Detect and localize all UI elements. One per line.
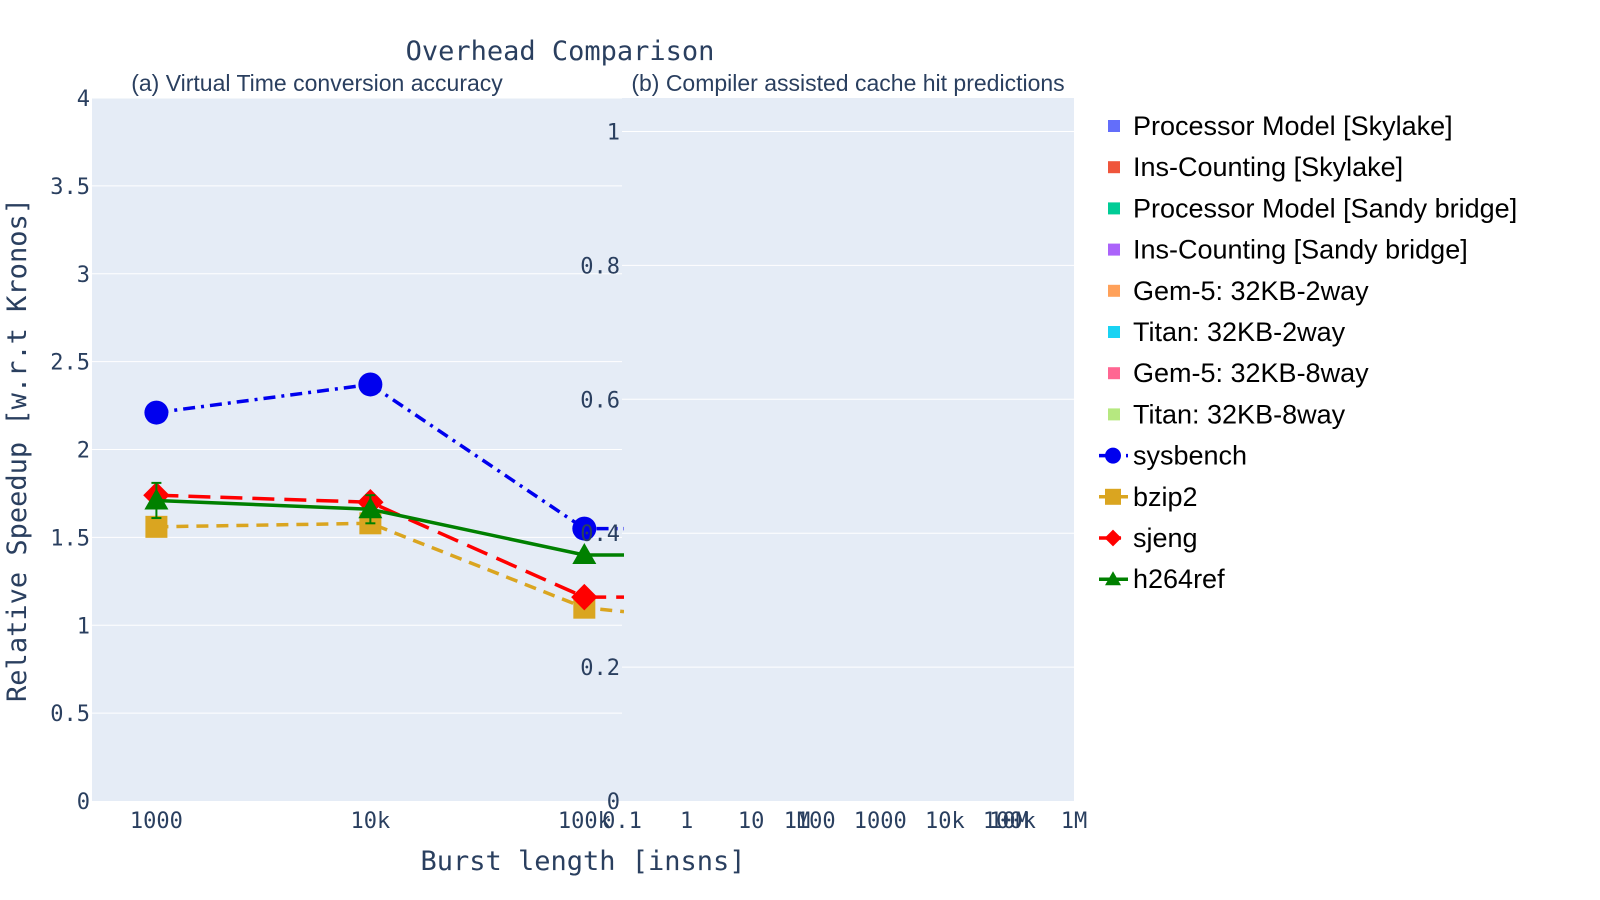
legend-marker: [1105, 571, 1121, 586]
legend-label: Gem-5: 32KB-8way: [1133, 358, 1369, 388]
legend-label: Ins-Counting [Sandy bridge]: [1133, 235, 1468, 265]
y-tick-label-a: 4: [77, 87, 90, 112]
marker-sjeng: [571, 583, 598, 611]
legend-item: Processor Model [Skylake]: [1108, 111, 1453, 141]
legend-label: sjeng: [1133, 523, 1198, 553]
y-tick-label-a: 0.5: [50, 702, 90, 727]
y-tick-label-a: 3: [77, 263, 90, 288]
grid-a: [92, 97, 622, 714]
marker-sysbench: [358, 372, 383, 397]
plot-area-b: [622, 98, 1074, 801]
legend-item: Gem-5: 32KB-2way: [1108, 276, 1369, 306]
legend-swatch: [1108, 284, 1120, 297]
legend-item: Processor Model [Sandy bridge]: [1108, 193, 1517, 223]
line-sysbench: [156, 382, 624, 531]
legend-swatch: [1108, 161, 1120, 174]
x-tick-label-b2: 1M: [784, 809, 811, 834]
legend-item: Gem-5: 32KB-8way: [1108, 358, 1369, 388]
x-tick-label-b: 1M: [1061, 809, 1088, 834]
x-tick-label-b: 1: [680, 809, 693, 834]
legend-swatch: [1108, 367, 1120, 380]
marker-h264ref: [572, 542, 597, 564]
line-sjeng: [156, 493, 624, 599]
legend-item: Titan: 32KB-2way: [1108, 317, 1346, 347]
series-h264ref: [144, 481, 624, 564]
legend-swatch: [1108, 326, 1120, 338]
series-layer: [143, 372, 624, 619]
x-tick-label-b2: 10M: [989, 809, 1029, 834]
x-tick-label-a: 1000: [130, 809, 183, 834]
x-tick-label-b: 1000: [854, 809, 907, 834]
marker-sysbench: [572, 516, 597, 541]
legend-label: bzip2: [1133, 482, 1198, 512]
x-tick-label-b: 0.1: [602, 809, 642, 834]
chart-title: Overhead Comparison: [406, 36, 715, 67]
x-tick-label-a: 10k: [350, 809, 390, 834]
y-tick-label-b: 1: [607, 120, 620, 145]
subplot-title-a: (a) Virtual Time conversion accuracy: [131, 70, 503, 96]
legend-label: Processor Model [Sandy bridge]: [1133, 193, 1517, 223]
series-sysbench: [144, 372, 624, 541]
x-tick-label-b: 100: [796, 809, 836, 834]
x-tick-label-a: 100k: [558, 809, 611, 834]
legend-marker: [1105, 488, 1121, 505]
line-bzip2: [156, 521, 624, 614]
legend-label: Titan: 32KB-8way: [1133, 399, 1346, 429]
x-axis-label: Burst length [insns]: [420, 846, 745, 877]
marker-sysbench: [144, 400, 169, 425]
x-tick-label-b: 100k: [983, 809, 1036, 834]
x-tick-label-b: 10k: [925, 809, 965, 834]
legend-item: sjeng: [1099, 523, 1198, 553]
legend-label: Processor Model [Skylake]: [1133, 111, 1453, 141]
marker-h264ref: [144, 488, 169, 510]
legend-item: sysbench: [1099, 441, 1247, 471]
legend-item: Ins-Counting [Sandy bridge]: [1108, 235, 1468, 265]
legend-swatch: [1108, 408, 1120, 421]
y-tick-label-b: 0.6: [580, 388, 620, 413]
x-tick-label-b: 10: [738, 809, 765, 834]
y-tick-label-a: 2: [77, 439, 90, 464]
line-h264ref: [156, 498, 624, 557]
y-axis-label: Relative Speedup [w.r.t Kronos]: [2, 198, 33, 702]
legend-item: h264ref: [1099, 564, 1225, 594]
y-tick-label-a: 2.5: [50, 351, 90, 376]
y-tick-label-b: 0.8: [580, 254, 620, 279]
y-tick-label-a: 3.5: [50, 175, 90, 200]
y-tick-label-a: 0: [77, 790, 90, 815]
subplot-title-b: (b) Compiler assisted cache hit predicti…: [631, 70, 1064, 96]
y-tick-label-a: 1.5: [50, 526, 90, 551]
y-tick-label-b: 0.2: [580, 656, 620, 681]
legend-label: sysbench: [1133, 441, 1247, 471]
legend-swatch: [1108, 120, 1120, 132]
legend-marker: [1105, 447, 1121, 464]
legend-swatch: [1108, 202, 1120, 215]
marker-bzip2: [145, 515, 168, 538]
y-tick-label-b: 0.4: [580, 522, 620, 547]
legend: Processor Model [Skylake] Ins-Counting [S…: [1099, 111, 1517, 594]
legend-item: Titan: 32KB-8way: [1108, 399, 1346, 429]
y-tick-label-b: 0: [607, 790, 620, 815]
y-tick-label-a: 1: [77, 614, 90, 639]
legend-item: bzip2: [1099, 482, 1198, 512]
legend-label: Titan: 32KB-2way: [1133, 317, 1346, 347]
legend-label: Ins-Counting [Skylake]: [1133, 152, 1403, 182]
legend-marker: [1104, 529, 1122, 547]
legend-label: Gem-5: 32KB-2way: [1133, 276, 1369, 306]
legend-item: Ins-Counting [Skylake]: [1108, 152, 1403, 182]
legend-swatch: [1108, 243, 1120, 256]
legend-label: h264ref: [1133, 564, 1225, 594]
marker-h264ref: [358, 497, 383, 519]
grid-b: [622, 130, 1074, 668]
